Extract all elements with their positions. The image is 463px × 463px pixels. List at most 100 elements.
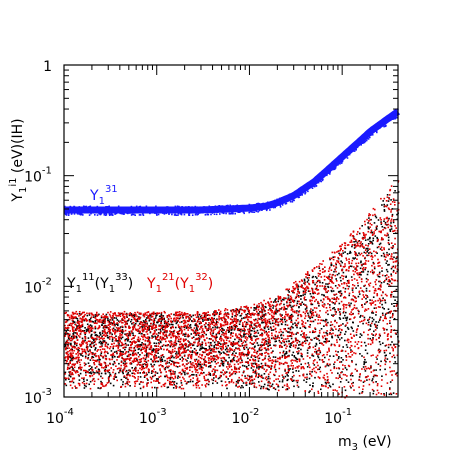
scatter-point	[387, 242, 390, 244]
scatter-point	[358, 386, 360, 389]
scatter-point	[381, 274, 384, 277]
scatter-point	[300, 302, 302, 305]
scatter-point	[345, 257, 347, 260]
scatter-point	[281, 346, 283, 348]
scatter-point	[96, 371, 99, 374]
scatter-point	[351, 241, 353, 243]
scatter-point	[250, 324, 253, 326]
scatter-point	[175, 351, 178, 353]
scatter-point	[114, 339, 117, 342]
scatter-point	[352, 295, 355, 297]
scatter-point	[101, 366, 103, 369]
scatter-point	[314, 276, 317, 278]
scatter-point	[221, 327, 223, 330]
scatter-point	[362, 319, 365, 322]
scatter-point	[138, 316, 140, 318]
scatter-point	[65, 330, 68, 333]
scatter-point	[310, 316, 312, 318]
scatter-point	[302, 341, 305, 344]
scatter-point	[146, 322, 148, 325]
scatter-point	[364, 239, 367, 241]
scatter-point	[345, 359, 348, 361]
scatter-point	[257, 332, 260, 334]
scatter-point	[207, 329, 209, 331]
scatter-point	[353, 352, 355, 354]
scatter-point	[302, 311, 305, 313]
scatter-point	[195, 325, 198, 327]
scatter-point	[176, 321, 178, 324]
scatter-point	[82, 330, 84, 332]
scatter-point	[183, 340, 185, 343]
scatter-point	[69, 339, 72, 342]
scatter-point	[124, 342, 127, 345]
scatter-point	[179, 327, 181, 330]
scatter-point	[220, 343, 222, 345]
scatter-point	[352, 257, 354, 259]
scatter-point	[198, 335, 201, 337]
scatter-point	[212, 339, 214, 342]
scatter-point	[334, 303, 336, 305]
scatter-point	[208, 338, 211, 340]
scatter-point	[284, 328, 286, 331]
scatter-point	[373, 330, 375, 333]
scatter-point	[192, 330, 195, 332]
scatter-point	[88, 314, 91, 316]
scatter-point	[298, 306, 300, 309]
scatter-point	[124, 348, 126, 351]
scatter-point	[154, 312, 157, 315]
scatter-point	[191, 343, 194, 346]
scatter-point	[376, 327, 378, 329]
scatter-point	[141, 364, 143, 366]
scatter-point	[260, 334, 263, 336]
scatter-point	[313, 364, 316, 366]
scatter-point	[188, 375, 191, 378]
scatter-point	[97, 387, 99, 389]
scatter-point	[216, 324, 218, 326]
scatter-point	[98, 325, 101, 327]
scatter-point	[77, 351, 79, 354]
scatter-point	[222, 331, 224, 334]
scatter-point	[192, 380, 194, 383]
scatter-point	[309, 373, 312, 375]
scatter-point	[261, 359, 264, 361]
scatter-point	[165, 335, 168, 337]
scatter-point	[304, 304, 306, 306]
scatter-point	[64, 357, 67, 359]
scatter-point	[214, 324, 216, 327]
scatter-point	[184, 367, 187, 370]
scatter-point	[208, 347, 211, 349]
scatter-point	[204, 319, 206, 321]
scatter-point	[81, 321, 83, 323]
scatter-point	[221, 371, 223, 374]
scatter-point	[312, 281, 314, 284]
scatter-point	[225, 331, 227, 333]
scatter-point	[155, 315, 157, 317]
scatter-point	[158, 325, 160, 327]
scatter-point	[128, 358, 130, 360]
scatter-point	[139, 326, 141, 328]
scatter-point	[384, 301, 387, 304]
scatter-point	[123, 367, 126, 370]
scatter-point	[78, 361, 81, 364]
scatter-point	[163, 385, 166, 387]
scatter-point	[218, 376, 221, 379]
scatter-point	[256, 365, 258, 367]
scatter-point	[68, 316, 71, 319]
scatter-point	[389, 203, 392, 205]
scatter-point	[214, 343, 217, 346]
scatter-point	[349, 241, 351, 243]
scatter-point	[344, 242, 347, 244]
scatter-point	[93, 354, 96, 356]
scatter-point	[145, 372, 148, 374]
scatter-point	[144, 312, 147, 314]
scatter-point	[180, 352, 183, 354]
scatter-point	[201, 346, 203, 348]
scatter-point	[149, 325, 151, 327]
scatter-point	[261, 354, 263, 356]
scatter-point	[226, 313, 229, 315]
scatter-point	[212, 382, 214, 385]
scatter-point	[155, 351, 157, 354]
scatter-point	[187, 315, 189, 318]
scatter-point	[139, 354, 141, 356]
scatter-point	[105, 325, 108, 327]
